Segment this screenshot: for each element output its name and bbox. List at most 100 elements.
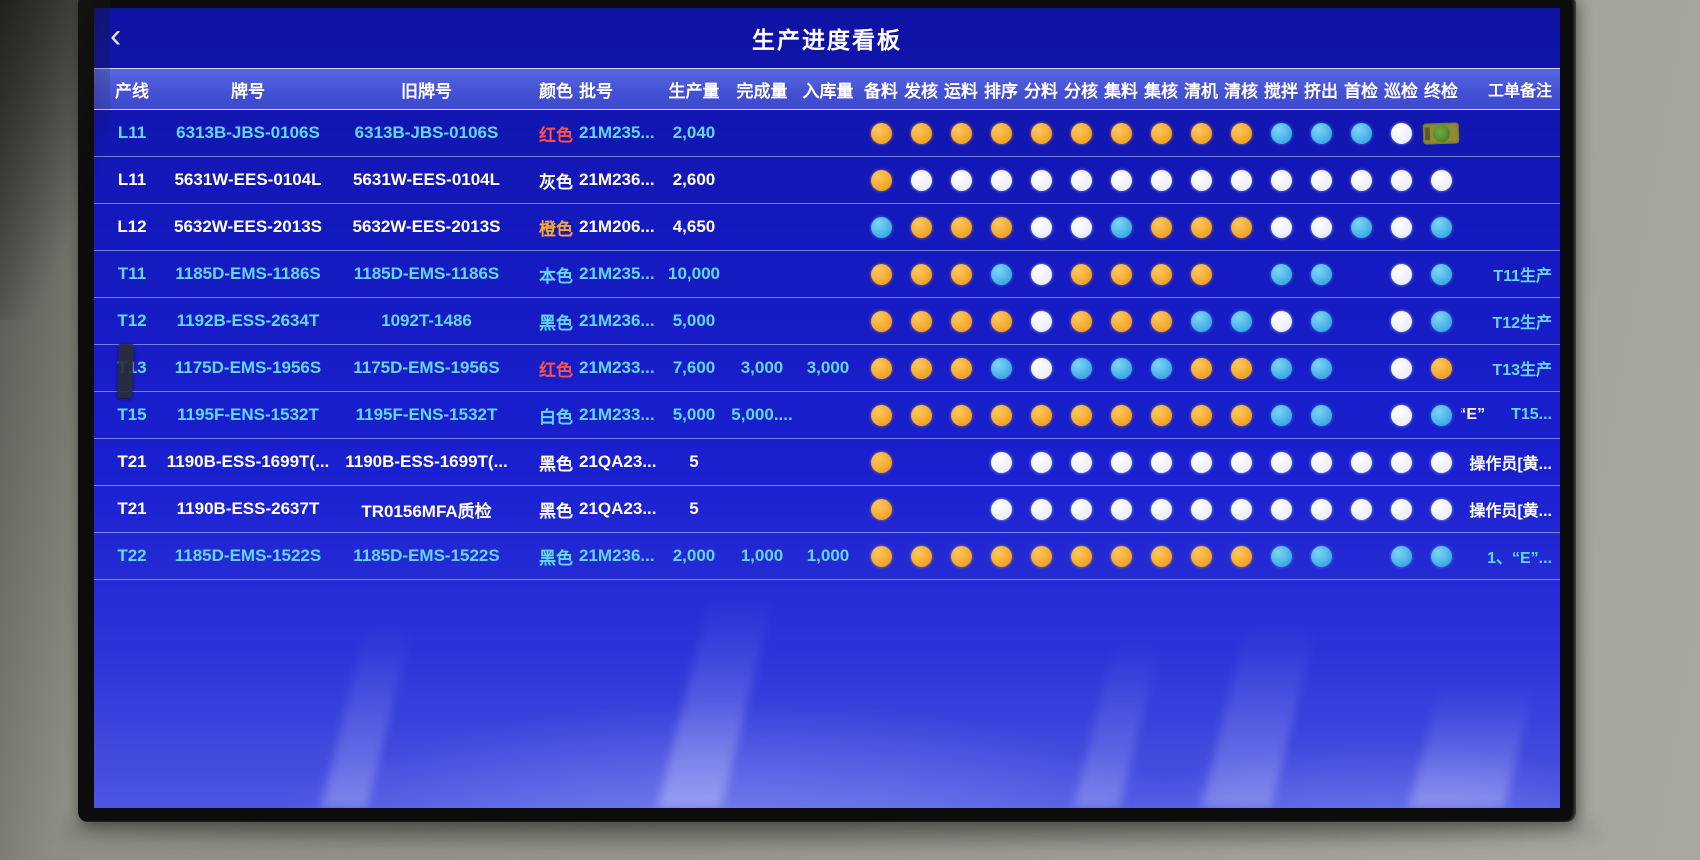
status-cell-分料 <box>1021 216 1061 238</box>
cell-work-order-remark: 操作员[黄... <box>1461 450 1560 474</box>
status-dot-cyan <box>1430 545 1452 567</box>
status-dot-orange <box>910 357 932 379</box>
cell-production-qty: 5 <box>689 452 699 471</box>
cell-old-brand-number: 1185D-EMS-1186S <box>353 264 500 283</box>
status-dot-white <box>1150 169 1172 191</box>
status-dot-orange <box>870 451 892 473</box>
status-cell-集核 <box>1141 357 1181 379</box>
status-cell-运料 <box>941 169 981 191</box>
status-dot-white <box>1270 498 1292 520</box>
status-dot-orange <box>870 545 892 567</box>
status-dot-orange <box>910 404 932 426</box>
table-row: T131175D-EMS-1956S1175D-EMS-1956S红色21M23… <box>94 345 1560 392</box>
status-column-header: 备料 <box>864 81 898 101</box>
status-cell-分核 <box>1061 216 1101 238</box>
cell-completed-qty: 5,000.... <box>731 405 793 424</box>
status-cell-集核 <box>1141 263 1181 285</box>
status-dot-cyan <box>1110 357 1132 379</box>
cell-old-brand-number: TR0156MFA质检 <box>361 501 492 521</box>
status-column-header: 分核 <box>1064 81 1098 101</box>
status-cell-备料 <box>861 216 901 238</box>
status-cell-巡检 <box>1381 404 1421 426</box>
status-dot-orange <box>990 122 1012 144</box>
status-cell-首检 <box>1341 451 1381 473</box>
status-dot-cyan <box>1150 357 1172 379</box>
status-cell-挤出 <box>1301 216 1341 238</box>
status-dot-white <box>1390 404 1412 426</box>
status-dot-cyan <box>1270 357 1292 379</box>
status-cell-集核 <box>1141 310 1181 332</box>
status-dot-orange <box>910 545 932 567</box>
status-cell-清核 <box>1221 404 1261 426</box>
status-cell-发核 <box>901 357 941 379</box>
status-cell-清机 <box>1181 169 1221 191</box>
cell-old-brand-number: 1185D-EMS-1522S <box>353 546 500 565</box>
status-cell-备料 <box>861 169 901 191</box>
cell-batch-number: 21QA23... <box>579 452 657 471</box>
status-cell-运料 <box>941 357 981 379</box>
status-dot-cyan <box>1310 545 1332 567</box>
status-cell-集核 <box>1141 498 1181 520</box>
table-row: T21 1190B-ESS-2637T TR0156MFA质检 黑色 21QA23...… <box>94 486 1560 533</box>
status-cell-巡检 <box>1381 451 1421 473</box>
status-dot-white <box>1070 169 1092 191</box>
back-icon[interactable]: ‹ <box>110 17 122 55</box>
remark-column-header: 工单备注 <box>1487 83 1552 100</box>
light-reflection <box>1409 688 1534 808</box>
cell-production-qty: 2,040 <box>672 123 716 142</box>
status-dot-white <box>1390 451 1412 473</box>
status-cell-搅拌 <box>1261 122 1301 144</box>
status-dot-cyan <box>1430 404 1452 426</box>
status-cell-分核 <box>1061 122 1101 144</box>
tv-shadow <box>60 818 1600 844</box>
status-dot-cyan <box>1310 263 1332 285</box>
status-dot-orange <box>1190 216 1212 238</box>
status-dot-cyan <box>1350 216 1372 238</box>
status-dot-cyan <box>1270 122 1292 144</box>
status-dot-white <box>1030 357 1052 379</box>
status-cell-集核 <box>1141 169 1181 191</box>
status-dot-orange <box>950 357 972 379</box>
status-cell-挤出 <box>1301 498 1341 520</box>
remark-text: T13生产 <box>1492 362 1552 379</box>
status-dot-cyan <box>1270 545 1292 567</box>
status-dot-orange <box>1190 357 1212 379</box>
status-dot-cyan <box>1310 310 1332 332</box>
status-cell-终检 <box>1421 263 1461 285</box>
status-dot-white <box>1390 498 1412 520</box>
status-cell-集料 <box>1101 122 1141 144</box>
cell-work-order-remark: T13生产 <box>1461 356 1560 380</box>
status-dot-orange <box>1150 404 1172 426</box>
status-dot-orange <box>1030 545 1052 567</box>
status-cell-清机 <box>1181 451 1221 473</box>
status-cell-挤出 <box>1301 545 1341 567</box>
status-dot-white <box>1030 216 1052 238</box>
cell-work-order-remark: T11生产 <box>1461 262 1560 286</box>
status-cell-巡检 <box>1381 498 1421 520</box>
cell-batch-number: 21M236... <box>579 311 655 330</box>
status-cell-分料 <box>1021 263 1061 285</box>
cell-color: 本色 <box>539 266 573 286</box>
status-cell-备料 <box>861 498 901 520</box>
cell-work-order-remark: 操作员[黄... <box>1461 497 1560 521</box>
status-column-header: 终检 <box>1424 81 1458 101</box>
status-cell-集料 <box>1101 545 1141 567</box>
remark-text: T12生产 <box>1492 315 1552 332</box>
status-dot-orange <box>990 404 1012 426</box>
status-cell-分料 <box>1021 451 1061 473</box>
status-cell-挤出 <box>1301 404 1341 426</box>
status-cell-清机 <box>1181 404 1221 426</box>
status-dot-orange <box>1190 263 1212 285</box>
status-cell-分核 <box>1061 498 1101 520</box>
cell-brand-number: 5632W-EES-2013S <box>173 217 323 236</box>
status-cell-首检 <box>1341 169 1381 191</box>
status-dot-cyan <box>1430 263 1452 285</box>
status-cell-运料 <box>941 545 981 567</box>
cell-work-order-remark: T12生产 <box>1461 309 1560 333</box>
column-header: 入库量 <box>802 81 854 101</box>
status-dot-white <box>1350 451 1372 473</box>
status-cell-清机 <box>1181 263 1221 285</box>
status-dot-orange <box>910 310 932 332</box>
cell-brand-number: 1185D-EMS-1522S <box>174 546 322 565</box>
